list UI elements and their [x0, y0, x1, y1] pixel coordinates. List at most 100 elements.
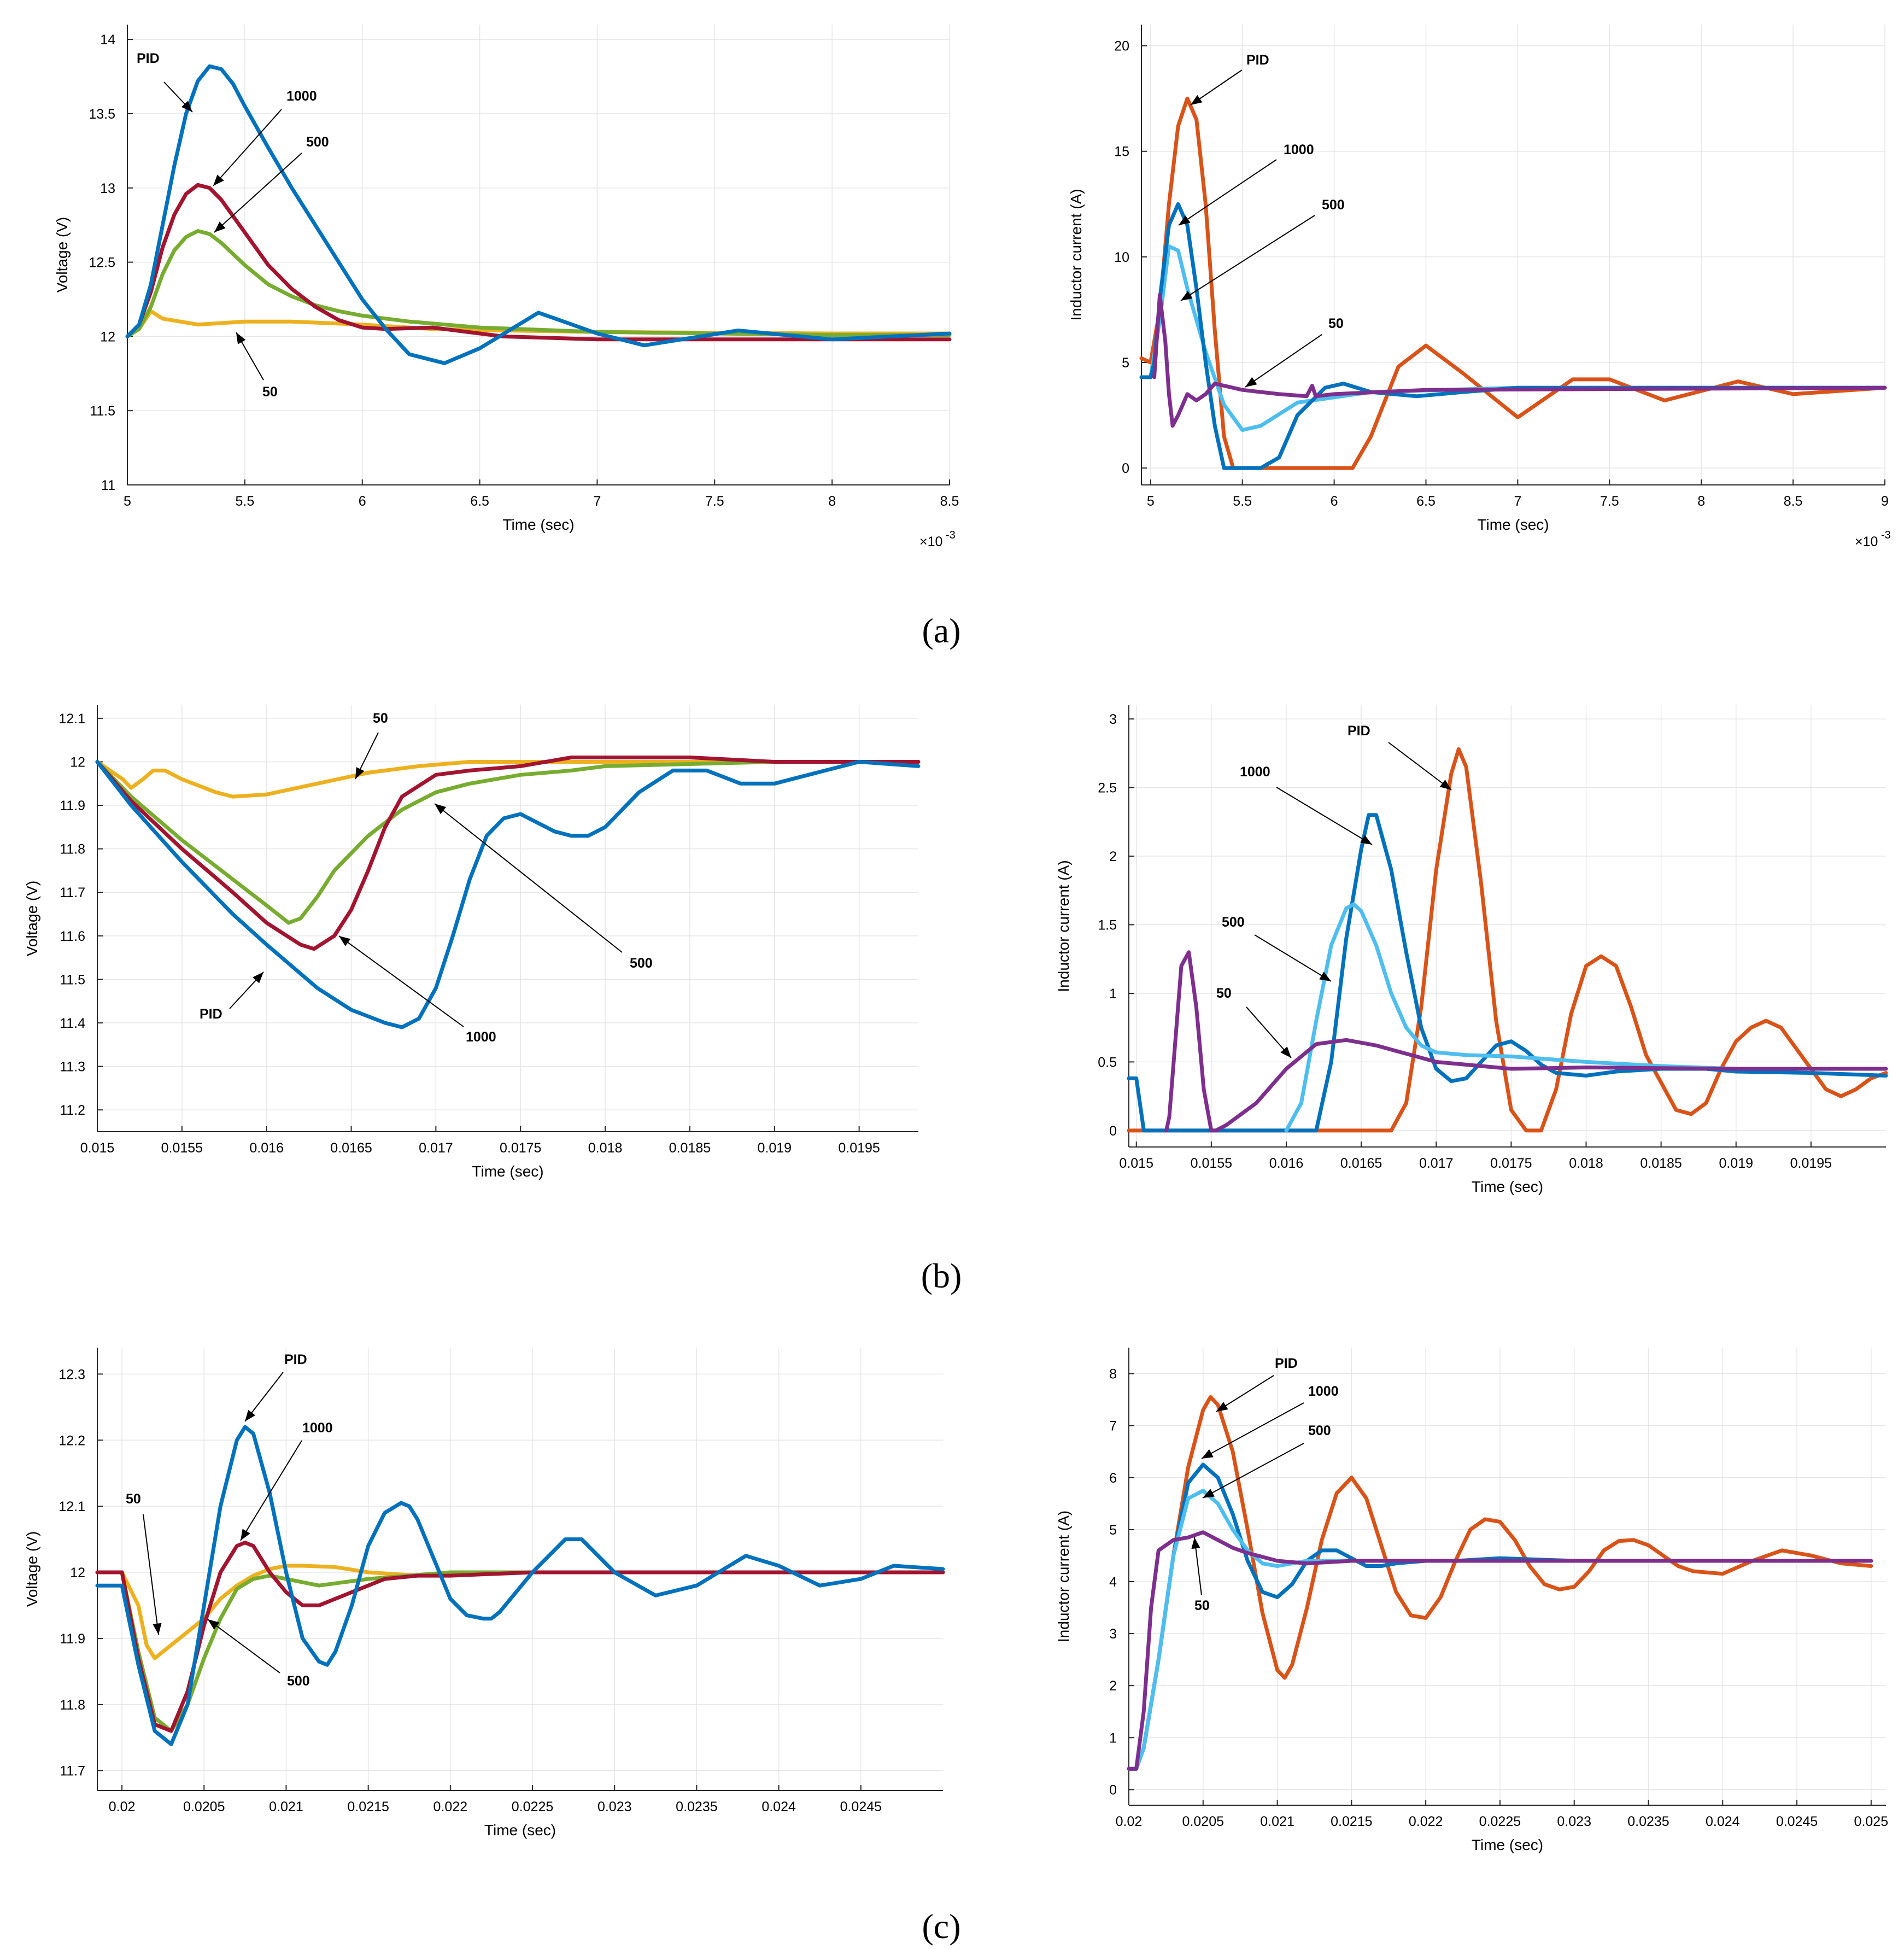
panel-label-b: (b) — [921, 1256, 962, 1295]
series-line-1000 — [125, 183, 952, 342]
chart-voltage-b: 0.015 0.0155 0.016 0.0165 0.017 0.0175 0.018 0.… — [24, 705, 921, 1180]
y-tick-label: 12.3 — [58, 1367, 85, 1382]
annotation-arrow — [434, 803, 623, 953]
x-tick-label: 0.0245 — [840, 1799, 882, 1815]
y-tick-label: 11.7 — [60, 885, 85, 900]
y-tick-label: 0 — [1109, 1782, 1117, 1798]
x-tick-label: 8 — [828, 494, 836, 509]
annotation-label: 500 — [630, 956, 653, 971]
y-tick-label: 4 — [1109, 1575, 1117, 1590]
arrowhead — [1203, 1489, 1215, 1498]
x-tick-label: 6 — [359, 494, 366, 509]
y-tick-label: 13.5 — [89, 107, 115, 122]
y-tick-label: 12.2 — [58, 1433, 85, 1448]
x-exponent: ×10 -3 — [919, 529, 956, 549]
y-tick-label: 5 — [1122, 355, 1129, 371]
y-tick-label: 13 — [100, 181, 115, 196]
annotation-label: 50 — [1328, 316, 1344, 331]
y-tick-label: 11.6 — [60, 929, 85, 944]
x-tick-label: 0.0185 — [1640, 1156, 1682, 1171]
x-tick-label: 0.0205 — [183, 1799, 225, 1815]
x-tick-label: 6 — [1331, 494, 1338, 509]
chart-voltage-c: 0.02 0.0205 0.021 0.0215 0.022 0.0225 0.023 0.0… — [24, 1348, 945, 1839]
x-tick-label: 0.019 — [757, 1140, 792, 1156]
annotations-a-left: PID 1000 500 50 — [137, 51, 329, 400]
x-tick-label: 0.0195 — [838, 1140, 880, 1156]
x-tick-label: 6.5 — [1416, 494, 1436, 509]
y-tick-label: 2 — [1109, 849, 1117, 864]
y-tick-label: 11.5 — [60, 972, 85, 987]
y-tick-label: 12 — [100, 329, 115, 344]
annotation-label: PID — [200, 1006, 222, 1022]
x-tick-label: 0.0175 — [1490, 1156, 1532, 1171]
x-tick-label: 0.015 — [1119, 1156, 1153, 1171]
annotation-label: PID — [137, 51, 160, 66]
plot-area — [97, 705, 918, 1132]
series-line-500 — [95, 760, 921, 925]
chart-voltage-a: 5 5.5 6 6.5 7 7.5 8 8.5 11 11.5 12 12.5 13 13.5 14 Time… — [54, 25, 959, 549]
annotation-label: 50 — [126, 1491, 141, 1507]
annotation-arrow — [143, 1514, 159, 1635]
annotation-label: 1000 — [1284, 142, 1314, 157]
y-tick-label: 11.4 — [60, 1016, 85, 1031]
annotation-label: PID — [1246, 52, 1269, 68]
y-axis-label: Inductor current (A) — [1068, 189, 1085, 320]
x-tick-label: 0.0175 — [500, 1140, 541, 1156]
series-line-1000 — [95, 1541, 945, 1733]
y-tick-label: 1 — [1109, 1730, 1117, 1746]
x-tick-label: 0.022 — [1409, 1814, 1443, 1829]
y-tick-label: 2.5 — [1098, 781, 1117, 796]
x-tick-label: 0.018 — [588, 1140, 623, 1156]
arrowhead — [1216, 1402, 1228, 1412]
y-tick-label: 12.1 — [58, 711, 85, 727]
annotation-label: 50 — [1194, 1598, 1210, 1613]
x-tick-label: 0.0235 — [1627, 1814, 1669, 1829]
annotation-label: 50 — [262, 384, 278, 400]
x-tick-label: 6.5 — [470, 494, 489, 509]
annotation-label: 1000 — [1308, 1384, 1339, 1399]
annotation-arrow — [1180, 215, 1315, 301]
y-tick-label: 11.2 — [60, 1103, 85, 1118]
plot-area — [127, 25, 950, 485]
arrowhead — [1181, 291, 1193, 301]
annotation-arrow — [1202, 1443, 1304, 1499]
chart-current-a: 5 5.5 6 6.5 7 7.5 8 8.5 9 0 5 10 15 20 Time (sec) Induc… — [1068, 25, 1891, 549]
x-tick-label: 0.0165 — [330, 1140, 372, 1156]
annotation-label: 500 — [1308, 1423, 1331, 1438]
x-tick-label: 0.021 — [1260, 1814, 1294, 1829]
x-tick-label: 0.0245 — [1776, 1814, 1818, 1829]
x-tick-label: 0.0205 — [1182, 1814, 1224, 1829]
arrowhead — [241, 1529, 250, 1541]
annotation-arrow — [240, 1440, 302, 1541]
x-tick-label: 0.017 — [419, 1140, 453, 1156]
arrowhead — [208, 1619, 220, 1630]
x-tick-label: 0.025 — [1854, 1814, 1889, 1829]
y-tick-label: 8 — [1109, 1367, 1117, 1382]
annotation-arrow — [338, 935, 464, 1027]
plot-area — [1129, 1348, 1886, 1805]
series-line-50 — [1164, 950, 1888, 1133]
y-tick-label: 0.5 — [1098, 1055, 1117, 1070]
x-tick-label: 0.015 — [80, 1140, 115, 1156]
x-tick-label: 0.0165 — [1340, 1156, 1382, 1171]
x-tick-label: 0.0155 — [1191, 1156, 1232, 1171]
x-tick-label: 0.0195 — [1790, 1156, 1832, 1171]
plot-area — [1141, 25, 1885, 485]
arrowhead — [1202, 1449, 1214, 1459]
annotation-label: 1000 — [1240, 764, 1270, 780]
x-tick-label: 0.019 — [1719, 1156, 1753, 1171]
x-exponent: ×10 -3 — [1855, 529, 1891, 549]
arrowhead — [355, 767, 365, 779]
y-tick-label: 11 — [101, 478, 115, 493]
series-line-500 — [125, 229, 952, 338]
x-axis-label: Time (sec) — [502, 516, 574, 533]
arrowhead — [153, 1623, 162, 1635]
chart-current-c: 0.02 0.0205 0.021 0.0215 0.022 0.0225 0.023 0.0… — [1055, 1348, 1888, 1853]
x-axis-label: Time (sec) — [1472, 1178, 1543, 1195]
annotation-label: 1000 — [302, 1420, 333, 1436]
annotation-label: 500 — [1322, 197, 1345, 213]
x-tick-label: 0.024 — [761, 1799, 796, 1815]
annotation-label: PID — [1348, 723, 1370, 739]
y-tick-label: 11.8 — [60, 842, 85, 857]
annotation-arrow — [213, 109, 282, 186]
